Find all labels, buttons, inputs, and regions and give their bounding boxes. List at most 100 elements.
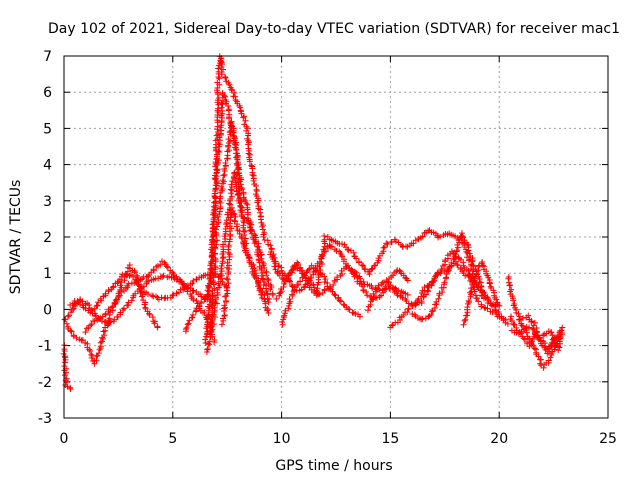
data-point-marker: [265, 310, 272, 317]
data-point-marker: [297, 278, 304, 285]
data-point-marker: [253, 182, 260, 189]
data-point-marker: [228, 86, 235, 93]
data-point-marker: [267, 251, 274, 258]
data-point-marker: [141, 301, 148, 308]
data-point-marker: [373, 294, 380, 301]
data-point-marker: [435, 295, 442, 302]
data-point-marker: [295, 260, 302, 267]
data-point-marker: [193, 276, 200, 283]
data-point-marker: [236, 199, 243, 206]
data-point-marker: [409, 311, 416, 318]
data-point-marker: [183, 284, 190, 291]
data-point-marker: [470, 278, 477, 285]
data-point-marker: [228, 181, 235, 188]
data-point-marker: [525, 312, 532, 319]
data-point-marker: [220, 66, 227, 73]
data-point-marker: [190, 296, 197, 303]
data-point-marker: [471, 275, 478, 282]
data-point-marker: [439, 288, 446, 295]
data-point-marker: [286, 295, 293, 302]
data-point-marker: [224, 276, 231, 283]
data-point-marker: [68, 328, 75, 335]
data-point-marker: [538, 356, 545, 363]
data-point-marker: [418, 316, 425, 323]
x-axis-label: GPS time / hours: [275, 458, 392, 474]
data-point-marker: [339, 270, 346, 277]
data-point-marker: [350, 249, 357, 256]
data-point-marker: [83, 325, 90, 332]
data-point-marker: [255, 244, 262, 251]
data-point-marker: [359, 261, 366, 268]
data-point-marker: [227, 119, 234, 126]
data-point-marker: [216, 198, 223, 205]
y-axis-label: SDTVAR / TECUs: [8, 180, 24, 295]
data-point-marker: [107, 318, 114, 325]
data-point-marker: [246, 257, 253, 264]
data-point-marker: [248, 227, 255, 234]
data-point-marker: [425, 288, 432, 295]
data-point-marker: [476, 278, 483, 285]
data-point-marker: [218, 183, 225, 190]
data-point-marker: [218, 265, 225, 272]
data-point-marker: [95, 350, 102, 357]
data-point-marker: [495, 310, 502, 317]
data-point-marker: [212, 264, 219, 271]
data-point-marker: [211, 304, 218, 311]
data-point-marker: [508, 313, 515, 320]
data-point-marker: [244, 141, 251, 148]
data-point-marker: [411, 311, 418, 318]
data-point-marker: [220, 172, 227, 179]
data-point-marker: [458, 230, 465, 237]
data-point-marker: [371, 262, 378, 269]
data-point-marker: [62, 316, 69, 323]
data-point-marker: [462, 316, 469, 323]
x-tick-label: 0: [60, 431, 69, 447]
data-point-marker: [204, 321, 211, 328]
data-point-marker: [67, 386, 74, 393]
data-point-marker: [465, 297, 472, 304]
data-point-marker: [404, 291, 411, 298]
data-point-marker: [267, 286, 274, 293]
data-point-marker: [321, 273, 328, 280]
data-point-marker: [92, 313, 99, 320]
data-point-marker: [425, 227, 432, 234]
data-point-marker: [88, 307, 95, 314]
data-point-marker: [222, 74, 229, 81]
data-point-marker: [145, 291, 152, 298]
data-point-marker: [240, 224, 247, 231]
data-point-marker: [444, 268, 451, 275]
data-point-marker: [113, 296, 120, 303]
data-point-marker: [102, 290, 109, 297]
data-point-marker: [210, 311, 217, 318]
data-point-marker: [492, 307, 499, 314]
data-point-marker: [91, 318, 98, 325]
data-point-marker: [201, 310, 208, 316]
data-point-marker: [221, 312, 228, 319]
data-point-marker: [321, 286, 328, 293]
data-point-marker: [184, 321, 191, 328]
data-point-marker: [480, 289, 487, 296]
data-point-marker: [96, 346, 103, 353]
data-point-marker: [399, 294, 406, 301]
data-point-marker: [149, 292, 156, 299]
data-point-marker: [143, 278, 150, 285]
data-point-marker: [257, 216, 264, 223]
data-point-marker: [487, 283, 494, 290]
data-point-marker: [350, 309, 357, 316]
data-point-marker: [540, 332, 547, 339]
data-point-marker: [540, 364, 547, 371]
data-point-marker: [291, 287, 298, 294]
data-point-marker: [244, 125, 251, 132]
data-point-marker: [230, 210, 237, 217]
data-point-marker: [504, 320, 511, 327]
data-point-marker: [238, 203, 245, 210]
data-point-marker: [253, 275, 260, 282]
data-point-marker: [479, 262, 486, 269]
data-point-marker: [468, 288, 475, 295]
data-point-marker: [218, 262, 225, 269]
data-point-marker: [215, 160, 222, 167]
data-point-marker: [448, 259, 455, 266]
data-point-marker: [216, 148, 223, 155]
data-point-marker: [254, 199, 261, 206]
data-point-marker: [256, 281, 263, 288]
